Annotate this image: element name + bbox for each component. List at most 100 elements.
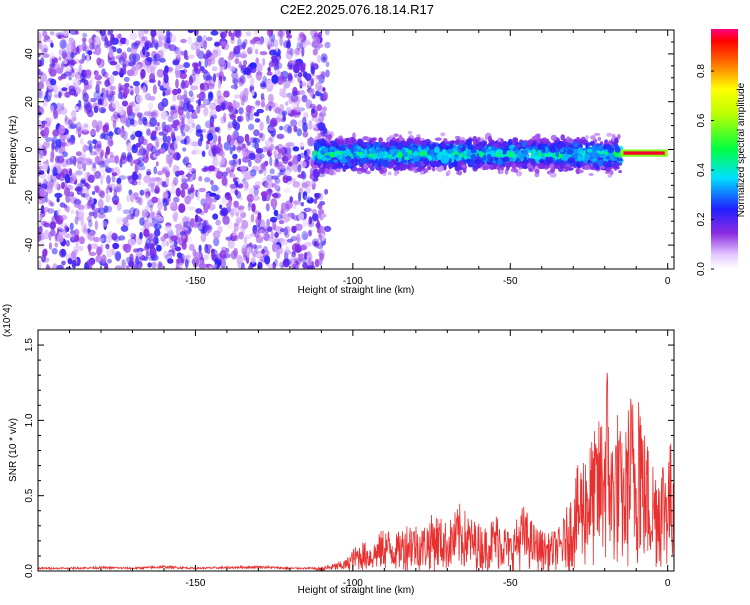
spectrogram-cell <box>430 150 434 157</box>
spectrogram-cell <box>43 141 50 149</box>
spectrogram-cell <box>282 170 291 176</box>
spectrogram-cell <box>90 128 96 138</box>
spectrogram-cell <box>185 55 189 61</box>
spectrogram-cell <box>176 88 182 94</box>
spectrogram-cell <box>74 71 81 80</box>
spectrogram-cell <box>134 40 141 46</box>
spectrogram-cell <box>227 55 233 61</box>
spectrogram-cell <box>314 258 320 268</box>
spectrogram-cell <box>374 141 382 147</box>
spectrogram-cell <box>203 204 209 214</box>
spectrogram-cell <box>232 99 237 108</box>
spectrogram-cell <box>306 265 315 269</box>
spectrogram-cell <box>316 159 324 164</box>
spectrogram-cell <box>240 165 247 171</box>
spectrogram-cell <box>329 146 337 151</box>
spectrogram-cell <box>111 232 118 241</box>
spectrogram-cell <box>87 231 95 241</box>
x-tick-label: -50 <box>503 578 518 589</box>
spectrogram-cell <box>269 168 275 175</box>
spectrogram-cell <box>315 81 322 91</box>
spectrogram-cell <box>599 153 606 157</box>
y-tick-label: -20 <box>24 190 35 205</box>
spectrogram-cell <box>219 204 223 210</box>
spectrogram-cell <box>275 214 283 220</box>
spectrogram-cell <box>149 205 153 212</box>
spectrogram-cell <box>160 110 168 120</box>
spectrogram-cell <box>296 41 301 51</box>
spectrogram-cell <box>99 133 104 140</box>
spectrogram-cell <box>287 74 293 82</box>
spectrogram-cell <box>133 192 139 200</box>
spectrogram-cell <box>292 215 298 221</box>
spectrogram-cell <box>44 196 49 203</box>
spectrogram-cell <box>167 258 174 264</box>
spectrogram-cell <box>511 162 517 170</box>
spectrogram-cell <box>254 142 260 150</box>
spectrogram-cell <box>321 139 326 144</box>
spectrogram-cell <box>332 151 337 155</box>
spectrogram-cell <box>181 132 186 137</box>
spectrogram-cell <box>308 89 314 97</box>
spectrogram-cell <box>105 165 109 171</box>
spectrogram-cell <box>275 185 281 194</box>
spectrogram-cell <box>54 192 63 198</box>
spectrogram-cell <box>149 42 154 49</box>
spectrogram-cell <box>178 170 185 176</box>
spectrogram-cell <box>281 238 289 246</box>
spectrogram-cell <box>230 32 235 41</box>
spectrogram-cell <box>332 159 339 163</box>
spectrogram-cell <box>368 139 373 145</box>
spectrogram-cell <box>185 111 191 120</box>
spectrogram-cell <box>267 39 272 50</box>
spectrogram-cell <box>423 157 429 165</box>
spectrogram-cell <box>274 232 279 238</box>
spectrogram-cell <box>104 262 109 269</box>
spectrogram-cell <box>400 148 407 153</box>
spectrogram-cell <box>566 149 574 155</box>
spectrogram-cell <box>145 250 149 260</box>
y-tick-label: 0.0 <box>24 564 35 578</box>
spectrogram-cell <box>54 181 59 190</box>
spectrogram-cell <box>49 242 52 250</box>
spectrogram-cell <box>140 68 146 79</box>
spectrogram-cell <box>92 139 98 145</box>
spectrogram-cell <box>101 108 106 114</box>
spectrogram-cell <box>262 180 269 188</box>
spectrogram-cell <box>407 162 414 167</box>
spectrogram-cell <box>172 120 180 126</box>
spectrogram-cell <box>154 228 161 237</box>
spectrogram-cell <box>254 229 260 238</box>
spectrogram-cell <box>38 170 45 175</box>
spectrogram-cell <box>44 35 50 40</box>
spectrogram-cell <box>261 248 265 255</box>
spectrogram-cell <box>149 72 156 83</box>
spectrogram-cell <box>203 227 210 237</box>
spectrogram-cell <box>485 148 492 152</box>
spectrogram-cell <box>258 132 263 139</box>
spectrogram-cell <box>193 145 199 155</box>
spectrogram-cell <box>617 134 621 140</box>
spectrogram-cell <box>322 56 327 61</box>
spectrogram-cell <box>290 236 297 242</box>
spectrogram-cell <box>113 200 119 206</box>
spectrogram-cell <box>146 65 153 74</box>
spectrogram-cell <box>84 69 92 77</box>
spectrogram-cell <box>155 261 159 268</box>
spectrogram-cell <box>306 120 313 129</box>
spectrogram-cell <box>70 51 75 59</box>
spectrogram-cell <box>316 219 320 230</box>
spectrogram-cell <box>270 38 274 48</box>
spectrogram-cell <box>176 64 184 70</box>
spectrogram-cell <box>114 155 120 165</box>
spectrogram-cell <box>180 139 188 144</box>
spectrogram-cell <box>180 182 189 190</box>
spectrogram-cell <box>582 150 586 155</box>
spectrogram-cell <box>312 177 319 182</box>
spectrogram-cell <box>289 64 293 70</box>
spectrogram-cell <box>309 136 313 147</box>
spectrogram-cell <box>142 46 146 56</box>
spectrogram-cell <box>363 163 368 170</box>
spectrogram-cell <box>88 263 93 269</box>
spectrogram-cell <box>233 45 241 55</box>
